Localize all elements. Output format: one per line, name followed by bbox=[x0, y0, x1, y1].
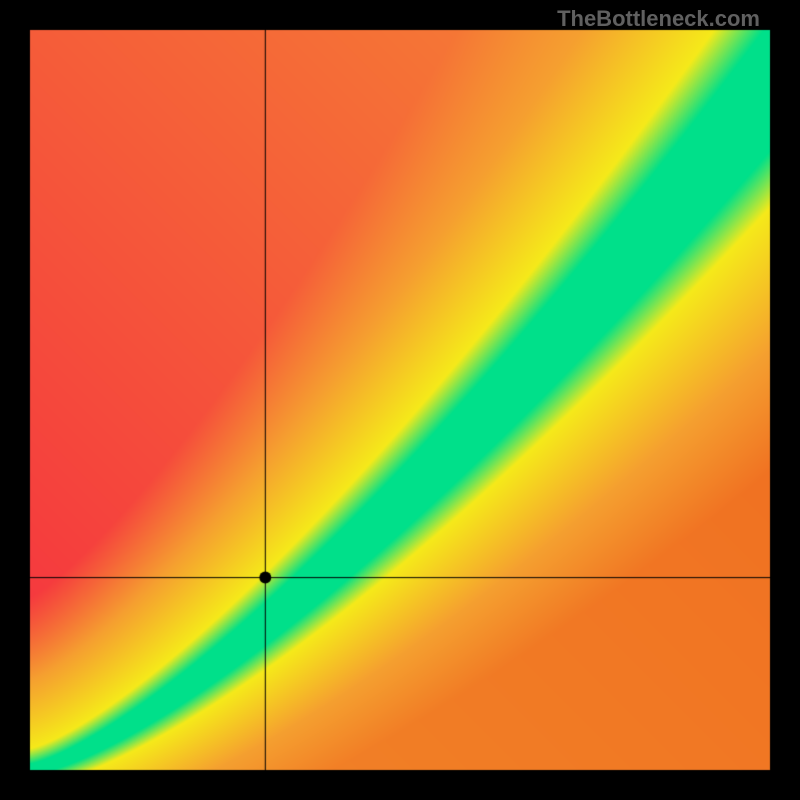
watermark-text: TheBottleneck.com bbox=[557, 6, 760, 32]
bottleneck-heatmap bbox=[0, 0, 800, 800]
